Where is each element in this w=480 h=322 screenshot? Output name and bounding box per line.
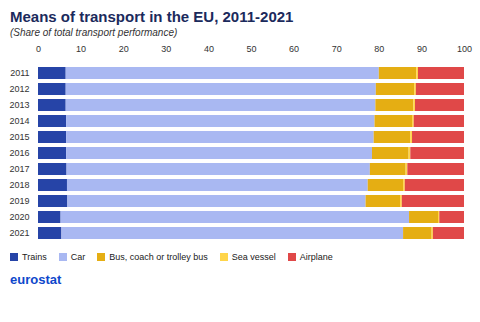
svg-text:2011: 2011 <box>10 68 29 78</box>
html-text:Car: Car <box>70 252 86 262</box>
svg-text:2019: 2019 <box>9 196 29 206</box>
svg-text:10: 10 <box>76 44 86 54</box>
svg-text:50: 50 <box>246 44 256 54</box>
svg-text:2020: 2020 <box>9 212 29 222</box>
html-text:Airplane: Airplane <box>299 252 333 262</box>
svg-text:2012: 2012 <box>9 84 29 94</box>
svg-text:2021: 2021 <box>9 228 29 238</box>
svg-text:2016: 2016 <box>9 148 29 158</box>
svg-text:0: 0 <box>36 44 41 54</box>
svg-text:2013: 2013 <box>9 100 29 110</box>
svg-text:100: 100 <box>457 44 472 54</box>
svg-text:2015: 2015 <box>9 132 29 142</box>
html-text:eurostat: eurostat <box>10 272 62 287</box>
svg-text:60: 60 <box>289 44 299 54</box>
svg-text:20: 20 <box>119 44 129 54</box>
svg-text:2018: 2018 <box>9 180 29 190</box>
html-text:(Share of total transport perf: (Share of total transport performance) <box>10 27 178 38</box>
html-text:Trains: Trains <box>22 252 47 262</box>
svg-text:70: 70 <box>332 44 342 54</box>
svg-text:80: 80 <box>374 44 384 54</box>
svg-text:2017: 2017 <box>9 164 29 174</box>
html-text:Means of transport in the EU,: Means of transport in the EU, 2011-2021 <box>10 8 294 25</box>
svg-text:90: 90 <box>417 44 427 54</box>
svg-text:30: 30 <box>161 44 171 54</box>
svg-text:2014: 2014 <box>9 116 29 126</box>
html-text:Bus, coach or trolley bus: Bus, coach or trolley bus <box>109 252 208 262</box>
html-text:Sea vessel: Sea vessel <box>231 252 276 262</box>
svg-text:40: 40 <box>204 44 214 54</box>
